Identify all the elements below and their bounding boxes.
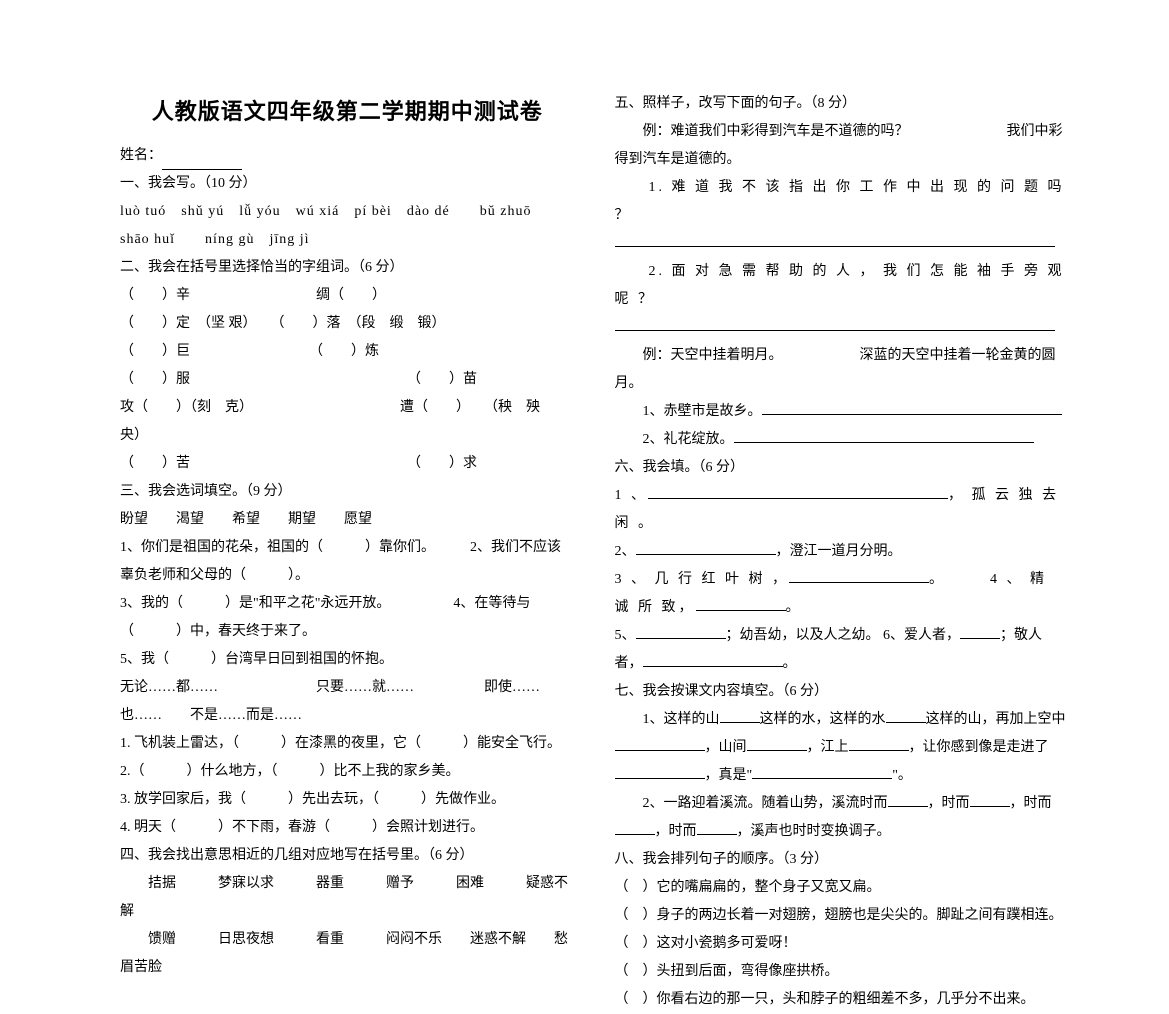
s7-q1-b3[interactable]: [615, 737, 705, 751]
s7-q2: 2、一路迎着溪流。随着山势，溪流时而 ，时而 ，时而 ，时而 ，溪声也时时变换调子。: [615, 790, 1070, 846]
s7-q1-p8: "。: [892, 768, 912, 783]
s7-q2-p5: ，溪声也时时变换调子。: [737, 824, 891, 839]
s3-wordbank: 盼望 渴望 希望 期望 愿望: [120, 506, 575, 534]
s2-line-1: （ ）辛 绸（ ）: [120, 282, 575, 310]
s7-q1-b2[interactable]: [886, 709, 926, 723]
s7-q1-p6: ，让你感到像是走进了: [909, 740, 1049, 755]
s5-q1-answer-line[interactable]: [615, 230, 1070, 258]
s7-q1-b7[interactable]: [752, 765, 892, 779]
s7-q2-p4: ，时而: [655, 824, 697, 839]
name-label: 姓名：: [120, 148, 162, 163]
s6-q1-blank[interactable]: [648, 485, 948, 499]
s6-q6-blank2[interactable]: [643, 653, 783, 667]
s7-q1-p2: 这样的水，这样的水: [760, 712, 886, 727]
s6-q1-num: 1 、: [615, 488, 649, 503]
s4-words-1: 拮据 梦寐以求 器重 赠予 困难 疑惑不解: [120, 870, 575, 926]
s6-q4-period: 。: [786, 600, 803, 615]
s3-conn-q3: 3. 放学回家后，我（ ）先出去玩，（ ）先做作业。: [120, 786, 575, 814]
s6-q5-blank[interactable]: [636, 625, 726, 639]
page-root: 人教版语文四年级第二学期期中测试卷 姓名： 一、我会写。（10 分） luò t…: [120, 90, 1069, 1014]
s8-line-1: （ ）它的嘴扁扁的，整个身子又宽又扁。: [615, 874, 1070, 902]
s4-words-2: 馈赠 日思夜想 看重 闷闷不乐 迷惑不解 愁眉苦脸: [120, 926, 575, 982]
section-4-heading: 四、我会找出意思相近的几组对应地写在括号里。（6 分）: [120, 842, 575, 870]
s6-q2: 2、 ，澄江一道月分明。: [615, 538, 1070, 566]
s5-q2-answer-line[interactable]: [615, 314, 1070, 342]
s3-q3-4: 3、我的（ ）是"和平之花"永远开放。 4、在等待与（ ）中，春天终于来了。: [120, 590, 575, 646]
s2-line-2: （ ）定 （坚 艰） （ ）落 （段 缎 锻）: [120, 310, 575, 338]
s6-q2-blank[interactable]: [636, 541, 776, 555]
s3-q5: 5、我（ ）台湾早日回到祖国的怀抱。: [120, 646, 575, 674]
s7-q1-b1[interactable]: [720, 709, 760, 723]
s7-q2-b3[interactable]: [615, 821, 655, 835]
left-column: 人教版语文四年级第二学期期中测试卷 姓名： 一、我会写。（10 分） luò t…: [120, 90, 575, 1014]
s8-line-3: （ ）这对小瓷鹅多可爱呀！: [615, 930, 1070, 958]
name-row: 姓名：: [120, 142, 575, 170]
s6-q3-text: 3 、 几 行 红 叶 树 ，: [615, 572, 790, 587]
section-3-heading: 三、我会选词填空。（9 分）: [120, 478, 575, 506]
s5-q4-blank[interactable]: [734, 429, 1034, 443]
s6-q2-tail: ，澄江一道月分明。: [776, 544, 902, 559]
s5-q1: 1. 难 道 我 不 该 指 出 你 工 作 中 出 现 的 问 题 吗 ？: [615, 174, 1070, 230]
section-5-heading: 五、照样子，改写下面的句子。（8 分）: [615, 90, 1070, 118]
s8-line-2: （ ）身子的两边长着一对翅膀，翅膀也是尖尖的。脚趾之间有蹼相连。: [615, 902, 1070, 930]
s3-conn-q2: 2.（ ）什么地方，（ ）比不上我的家乡美。: [120, 758, 575, 786]
s7-q1-p1: 1、这样的山: [615, 712, 720, 727]
s5-q3-blank[interactable]: [762, 401, 1062, 415]
s3-q1-2: 1、你们是祖国的花朵，祖国的（ ）靠你们。 2、我们不应该辜负老师和父母的（ ）…: [120, 534, 575, 590]
s2-line-5: 攻（ ）（刻 克） 遭（ ） （秧 殃 央）: [120, 394, 575, 450]
s7-q1-p3: 这样的山，再加上空中: [926, 712, 1066, 727]
s2-line-6: （ ）苦 （ ）求: [120, 450, 575, 478]
s6-q3-4: 3 、 几 行 红 叶 树 ，。 4 、 精 诚 所 致，。: [615, 566, 1070, 622]
s5-q3-text: 1、赤壁市是故乡。: [615, 404, 762, 419]
s6-q6-blank1[interactable]: [960, 625, 1000, 639]
s7-q1: 1、这样的山 这样的水，这样的水 这样的山，再加上空中 ，山间 ，江上 ，让你感到像是走进…: [615, 706, 1070, 790]
s6-q3-blank[interactable]: [789, 569, 929, 583]
exam-title: 人教版语文四年级第二学期期中测试卷: [120, 90, 575, 134]
s7-q1-b4[interactable]: [747, 737, 807, 751]
s5-q2: 2. 面 对 急 需 帮 助 的 人 ， 我 们 怎 能 袖 手 旁 观 呢 ？: [615, 258, 1070, 314]
s2-line-4: （ ）服 （ ）苗: [120, 366, 575, 394]
section-2-heading: 二、我会在括号里选择恰当的字组词。（6 分）: [120, 254, 575, 282]
s2-line-3: （ ）巨 （ ）炼: [120, 338, 575, 366]
s6-q2-num: 2、: [615, 544, 636, 559]
s6-q6-text: ；幼吾幼，以及人之幼。 6、爱人者，: [726, 628, 961, 643]
s3-conn-q1: 1. 飞机装上雷达，（ ）在漆黑的夜里，它（ ）能安全飞行。: [120, 730, 575, 758]
s6-q4-blank[interactable]: [696, 597, 786, 611]
s7-q1-p4: ，山间: [705, 740, 747, 755]
pinyin-row-1: luò tuó shǔ yú lǚ yóu wú xiá pí bèi dào …: [120, 198, 575, 226]
s6-q5-num: 5、: [615, 628, 636, 643]
s5-q3: 1、赤壁市是故乡。: [615, 398, 1070, 426]
s3-conn-q4: 4. 明天（ ）不下雨，春游（ ）会照计划进行。: [120, 814, 575, 842]
section-7-heading: 七、我会按课文内容填空。（6 分）: [615, 678, 1070, 706]
s7-q2-p1: 2、一路迎着溪流。随着山势，溪流时而: [615, 796, 888, 811]
s8-line-4: （ ）头扭到后面，弯得像座拱桥。: [615, 958, 1070, 986]
right-column: 五、照样子，改写下面的句子。（8 分） 例：难道我们中彩得到汽车是不道德的吗？ …: [615, 90, 1070, 1014]
s7-q1-b5[interactable]: [849, 737, 909, 751]
s8-line-5: （ ）你看右边的那一只，头和脖子的粗细差不多，几乎分不出来。: [615, 986, 1070, 1014]
s7-q2-b4[interactable]: [697, 821, 737, 835]
s5-q4-text: 2、礼花绽放。: [615, 432, 734, 447]
s3-connectors: 无论……都…… 只要……就…… 即使……也…… 不是……而是……: [120, 674, 575, 730]
section-6-heading: 六、我会填。（6 分）: [615, 454, 1070, 482]
s7-q1-p5: ，江上: [807, 740, 849, 755]
s7-q2-p2: ，时而: [928, 796, 970, 811]
s6-q6-period: 。: [783, 656, 797, 671]
s7-q2-p3: ，时而: [1010, 796, 1052, 811]
s5-q4: 2、礼花绽放。: [615, 426, 1070, 454]
s7-q1-p7: ，真是": [705, 768, 753, 783]
s7-q2-b1[interactable]: [888, 793, 928, 807]
s6-q5-6: 5、；幼吾幼，以及人之幼。 6、爱人者，；敬人者，。: [615, 622, 1070, 678]
s5-example-2: 例：天空中挂着明月。 深蓝的天空中挂着一轮金黄的圆月。: [615, 342, 1070, 398]
s6-q1: 1 、， 孤 云 独 去 闲 。: [615, 482, 1070, 538]
section-1-heading: 一、我会写。（10 分）: [120, 170, 575, 198]
s5-example-1: 例：难道我们中彩得到汽车是不道德的吗？ 我们中彩得到汽车是道德的。: [615, 118, 1070, 174]
s7-q2-b2[interactable]: [970, 793, 1010, 807]
pinyin-row-2: shāo huǐ níng gù jīng jì: [120, 226, 575, 254]
section-8-heading: 八、我会排列句子的顺序。（3 分）: [615, 846, 1070, 874]
s7-q1-b6[interactable]: [615, 765, 705, 779]
